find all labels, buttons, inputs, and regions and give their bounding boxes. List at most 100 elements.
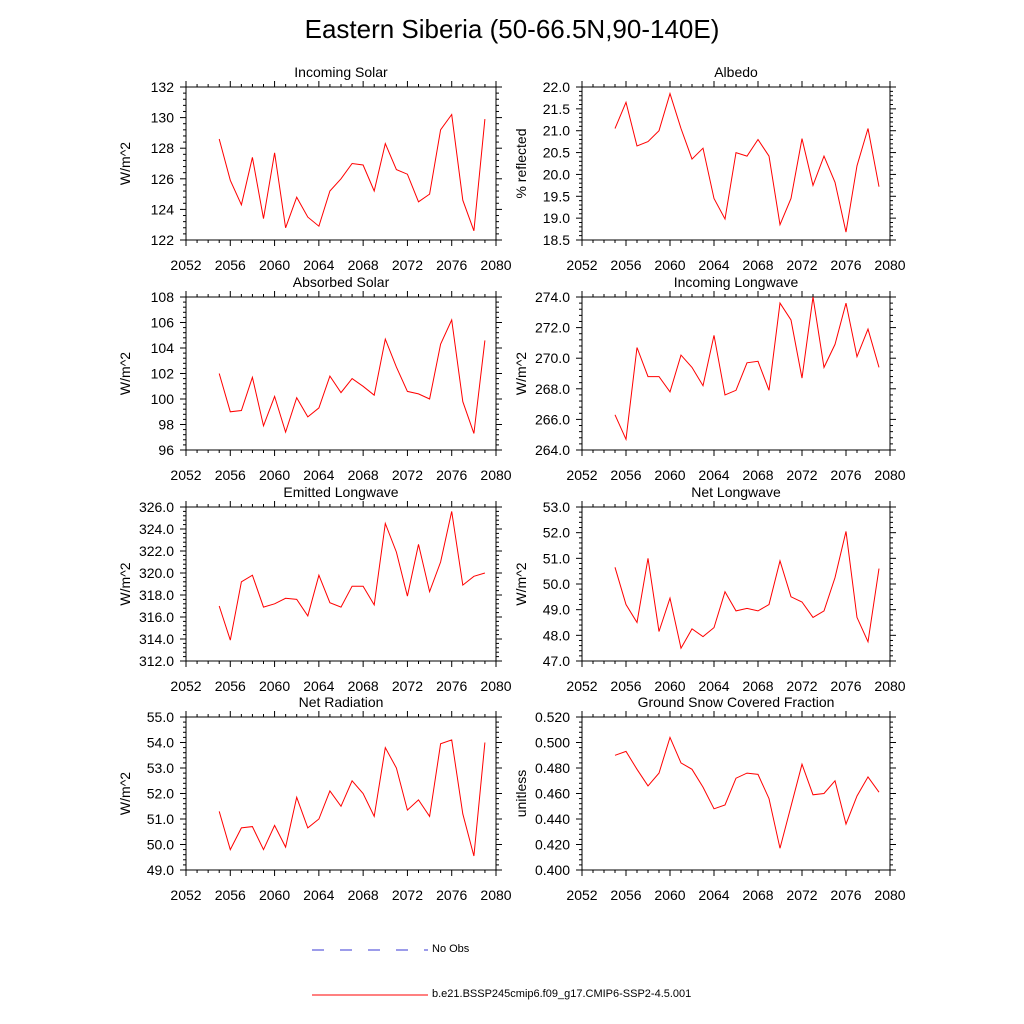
panel-title: Incoming Longwave — [674, 274, 799, 290]
y-tick-label: 312.0 — [139, 653, 174, 669]
panel-title: Ground Snow Covered Fraction — [638, 694, 835, 710]
y-axis-label: W/m^2 — [117, 142, 133, 185]
x-tick-label: 2068 — [348, 257, 379, 273]
y-tick-label: 270.0 — [535, 350, 570, 366]
plot-frame — [581, 296, 891, 451]
y-axis-label: W/m^2 — [117, 772, 133, 815]
y-tick-label: 122 — [151, 232, 175, 248]
y-tick-label: 266.0 — [535, 411, 570, 427]
x-tick-label: 2052 — [566, 678, 597, 694]
x-tick-label: 2064 — [698, 257, 729, 273]
y-tick-label: 53.0 — [543, 499, 570, 515]
y-tick-label: 98 — [158, 417, 174, 433]
y-tick-label: 19.0 — [543, 210, 570, 226]
y-tick-label: 318.0 — [139, 587, 174, 603]
x-tick-label: 2052 — [170, 467, 201, 483]
y-tick-label: 268.0 — [535, 381, 570, 397]
x-tick-label: 2076 — [830, 678, 861, 694]
plot-frame — [185, 86, 497, 241]
x-tick-label: 2056 — [215, 467, 246, 483]
x-tick-label: 2068 — [742, 467, 773, 483]
panel-5: Net Longwave W/m^2 2052 2056 2060 2064 2068 207… — [513, 484, 906, 694]
y-axis-label: W/m^2 — [513, 352, 529, 395]
y-tick-label: 128 — [151, 140, 175, 156]
y-tick-label: 316.0 — [139, 609, 174, 625]
panel-3: Incoming Longwave W/m^2 2052 2056 2060 2064 20… — [513, 274, 906, 483]
series-line — [614, 296, 880, 442]
y-tick-label: 324.0 — [139, 521, 174, 537]
y-tick-label: 50.0 — [543, 576, 570, 592]
x-tick-label: 2052 — [170, 887, 201, 903]
x-tick-label: 2080 — [480, 887, 511, 903]
x-tick-label: 2080 — [874, 678, 905, 694]
y-tick-label: 100 — [151, 391, 175, 407]
panel-6: Net Radiation W/m^2 2052 2056 2060 2064 2068 20… — [117, 694, 512, 903]
y-tick-label: 19.5 — [543, 188, 570, 204]
x-tick-label: 2060 — [654, 678, 685, 694]
x-tick-label: 2052 — [170, 257, 201, 273]
y-tick-label: 18.5 — [543, 232, 570, 248]
x-tick-label: 2056 — [610, 257, 641, 273]
x-tick-label: 2064 — [698, 467, 729, 483]
x-tick-label: 2056 — [610, 678, 641, 694]
y-tick-label: 0.460 — [535, 786, 570, 802]
x-tick-label: 2072 — [392, 257, 423, 273]
y-tick-label: 48.0 — [543, 627, 570, 643]
y-tick-label: 0.440 — [535, 811, 570, 827]
plot-frame — [581, 506, 891, 662]
y-tick-label: 20.5 — [543, 145, 570, 161]
y-tick-label: 21.5 — [543, 101, 570, 117]
y-tick-label: 106 — [151, 315, 175, 331]
x-tick-label: 2076 — [436, 678, 467, 694]
y-axis-label: W/m^2 — [117, 562, 133, 605]
x-tick-label: 2060 — [259, 257, 290, 273]
x-tick-label: 2080 — [874, 467, 905, 483]
x-tick-label: 2072 — [786, 257, 817, 273]
x-tick-label: 2068 — [348, 887, 379, 903]
y-tick-label: 264.0 — [535, 442, 570, 458]
series-line — [218, 511, 486, 641]
plot-frame — [581, 716, 891, 871]
y-tick-label: 51.0 — [147, 811, 174, 827]
figure-title: Eastern Siberia (50-66.5N,90-140E) — [304, 14, 720, 44]
series-line — [614, 735, 880, 849]
x-tick-label: 2072 — [786, 887, 817, 903]
x-tick-label: 2072 — [786, 678, 817, 694]
x-tick-label: 2068 — [742, 257, 773, 273]
series-line — [614, 531, 880, 650]
y-tick-label: 314.0 — [139, 631, 174, 647]
y-tick-label: 47.0 — [543, 653, 570, 669]
y-axis-label: W/m^2 — [117, 352, 133, 395]
y-tick-label: 22.0 — [543, 79, 570, 95]
y-tick-label: 108 — [151, 289, 175, 305]
x-tick-label: 2060 — [259, 467, 290, 483]
x-tick-label: 2060 — [259, 678, 290, 694]
x-tick-label: 2068 — [348, 467, 379, 483]
y-tick-label: 124 — [151, 201, 175, 217]
y-tick-label: 50.0 — [147, 837, 174, 853]
y-tick-label: 272.0 — [535, 320, 570, 336]
x-tick-label: 2076 — [436, 887, 467, 903]
x-tick-label: 2064 — [303, 887, 334, 903]
x-tick-label: 2080 — [480, 467, 511, 483]
y-tick-label: 49.0 — [543, 602, 570, 618]
y-tick-label: 0.420 — [535, 837, 570, 853]
x-tick-label: 2060 — [654, 887, 685, 903]
series-line — [218, 113, 486, 231]
x-tick-label: 2080 — [480, 678, 511, 694]
series-line — [218, 318, 486, 434]
plot-frame — [185, 716, 497, 871]
x-tick-label: 2076 — [436, 467, 467, 483]
x-tick-label: 2076 — [830, 467, 861, 483]
y-tick-label: 52.0 — [147, 786, 174, 802]
x-tick-label: 2076 — [830, 257, 861, 273]
y-tick-label: 322.0 — [139, 543, 174, 559]
y-tick-label: 126 — [151, 171, 175, 187]
y-tick-label: 52.0 — [543, 525, 570, 541]
y-tick-label: 102 — [151, 366, 175, 382]
y-tick-label: 0.400 — [535, 862, 570, 878]
x-tick-label: 2076 — [830, 887, 861, 903]
x-tick-label: 2072 — [392, 467, 423, 483]
x-tick-label: 2064 — [303, 257, 334, 273]
